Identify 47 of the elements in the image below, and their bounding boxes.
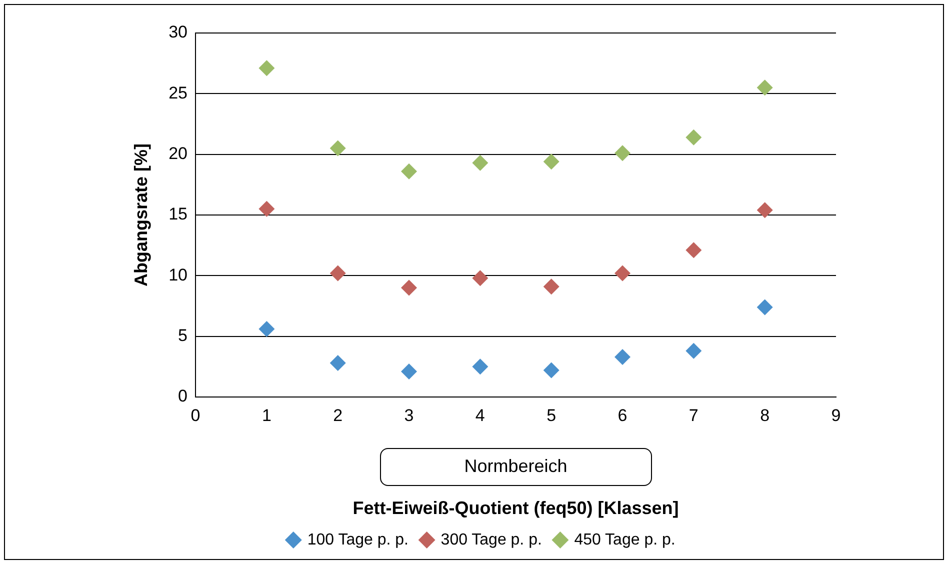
point xyxy=(401,364,418,380)
point xyxy=(543,154,560,170)
text: Normbereich xyxy=(380,448,652,486)
point xyxy=(330,140,346,156)
point xyxy=(614,145,631,162)
point xyxy=(330,265,346,282)
x-tick-label: 0 xyxy=(190,406,200,425)
y-tick-label: 0 xyxy=(178,386,188,406)
y-tick-label: 20 xyxy=(168,144,188,164)
point xyxy=(401,280,418,296)
y-tick-label: 5 xyxy=(178,326,188,346)
point xyxy=(756,80,773,96)
x-tick-label: 2 xyxy=(333,406,343,425)
legend-label: 300 Tage p. p. xyxy=(440,531,542,548)
point xyxy=(686,129,702,146)
x-axis-title: Fett-Eiweiß-Quotient (feq50) [Klassen] xyxy=(352,498,679,518)
x-tick-label: 7 xyxy=(688,406,698,425)
point xyxy=(258,200,275,217)
point xyxy=(686,342,702,359)
y-tick-label: 15 xyxy=(168,204,188,224)
point xyxy=(472,358,488,375)
y-tick-label: 25 xyxy=(168,83,188,102)
x-tick-label: 3 xyxy=(404,406,414,425)
point xyxy=(756,202,773,218)
point xyxy=(472,154,488,171)
legend-label: 450 Tage p. p. xyxy=(574,531,676,548)
legend-label: 100 Tage p. p. xyxy=(307,531,409,548)
point xyxy=(258,60,275,76)
y-tick-label: 10 xyxy=(168,265,188,284)
y-axis-title: Abgangsrate [%] xyxy=(130,143,151,287)
point xyxy=(614,265,631,282)
point xyxy=(258,321,275,338)
x-tick-label: 6 xyxy=(618,406,628,425)
point xyxy=(401,163,418,180)
point xyxy=(614,348,631,365)
x-tick-label: 1 xyxy=(262,406,272,425)
y-tick-label: 30 xyxy=(168,22,188,42)
x-tick-label: 5 xyxy=(546,406,556,425)
point xyxy=(543,278,560,295)
x-tick-label: 4 xyxy=(475,406,485,425)
point xyxy=(330,355,346,372)
point xyxy=(756,299,773,316)
x-tick-label: 9 xyxy=(831,406,841,425)
x-tick-label: 8 xyxy=(760,406,770,425)
point xyxy=(472,270,488,286)
point xyxy=(686,242,702,258)
point xyxy=(543,362,560,378)
